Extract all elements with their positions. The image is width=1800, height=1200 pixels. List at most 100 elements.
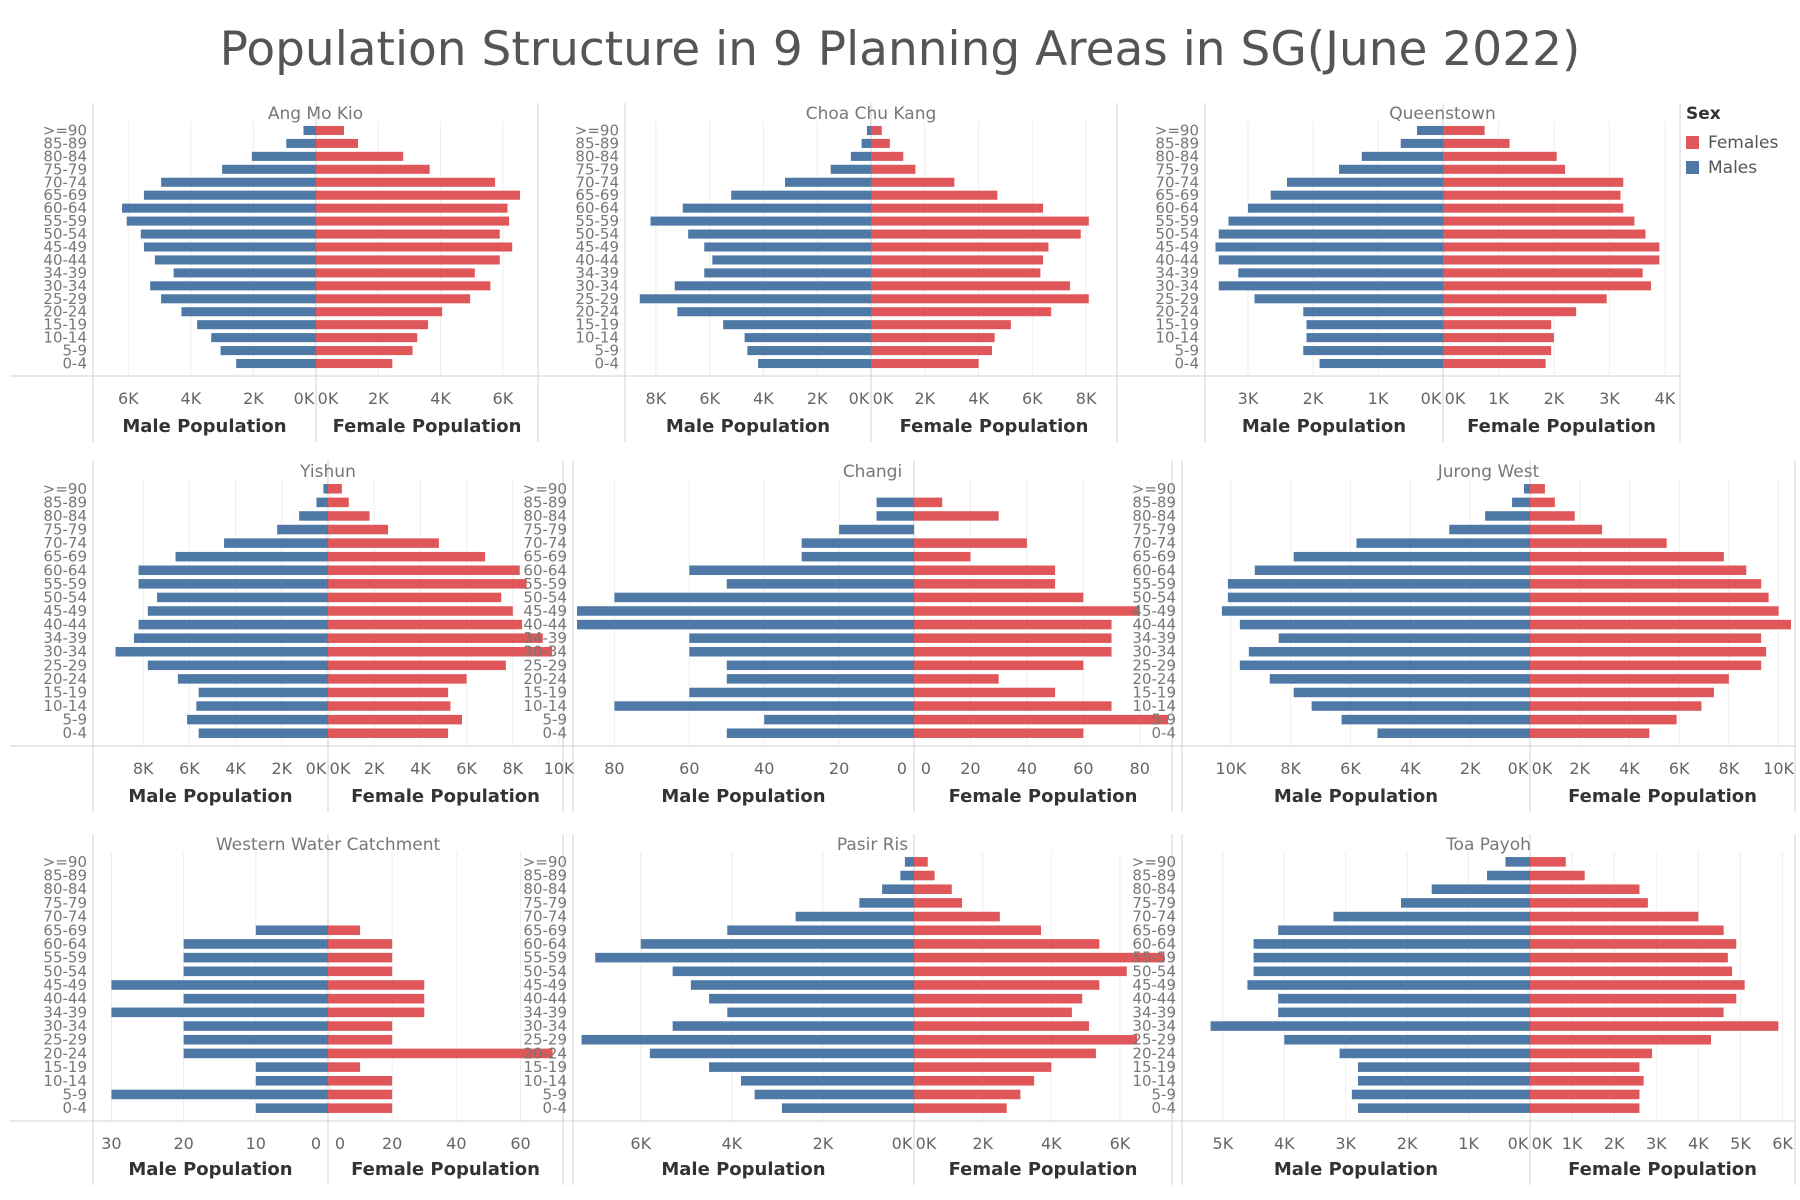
bar-female-70-74 [871, 177, 955, 187]
bar-female-90 [1530, 484, 1545, 494]
bar-female-90 [316, 125, 345, 136]
category-label: 20-24 [523, 670, 567, 688]
bar-female-45-49 [1443, 242, 1660, 252]
category-label: 50-54 [43, 588, 87, 606]
bar-male-0-4 [781, 1103, 914, 1113]
legend-item-males[interactable]: Males [1686, 155, 1778, 180]
bar-male-25-29 [147, 660, 328, 671]
category-label: 40-44 [1132, 616, 1176, 634]
category-label: 70-74 [43, 908, 87, 926]
bar-female-34-39 [328, 1007, 425, 1018]
page-title: Population Structure in 9 Planning Areas… [219, 22, 1581, 77]
category-label: 15-19 [1132, 683, 1176, 701]
bar-female-5-9 [328, 1089, 393, 1100]
category-label: >=90 [43, 853, 87, 871]
x-tick-label-female: 0K [1445, 389, 1466, 408]
bar-male-15-19 [1293, 687, 1530, 698]
bar-female-85-89 [328, 497, 349, 508]
bar-male-0-4 [236, 358, 316, 369]
x-tick-label-female: 2K [368, 389, 389, 408]
x-tick-label-female: 3K [1599, 389, 1620, 408]
category-label: 30-34 [1132, 1017, 1176, 1035]
x-axis-title-male: Male Population [1274, 786, 1438, 807]
bar-male-60-64 [1253, 939, 1530, 949]
category-label: 25-29 [43, 656, 87, 674]
bar-male-34-39 [133, 633, 328, 643]
bar-male-0-4 [1377, 728, 1530, 738]
category-label: 85-89 [1132, 867, 1176, 885]
bar-male-85-89 [900, 870, 914, 881]
x-tick-label-male: 3K [1335, 1134, 1356, 1153]
bar-female-70-74 [1530, 911, 1699, 922]
bar-female-55-59 [1443, 216, 1635, 226]
bar-male-85-89 [876, 497, 914, 508]
bar-female-40-44 [328, 993, 425, 1004]
bar-male-80-84 [882, 884, 914, 894]
category-label: 30-34 [523, 1017, 567, 1035]
bar-female-5-9 [1530, 714, 1677, 725]
category-label: 65-69 [575, 186, 619, 204]
x-tick-label-male: 0K [1421, 389, 1442, 408]
category-label: 30-34 [43, 1017, 87, 1035]
bar-female-85-89 [914, 870, 935, 881]
x-tick-label-male: 4K [1274, 1134, 1295, 1153]
category-label: 45-49 [575, 238, 619, 256]
x-axis-title-male: Male Population [1274, 1159, 1438, 1180]
bar-male-50-54 [183, 966, 328, 977]
category-label: 20-24 [1132, 670, 1176, 688]
x-tick-label-male: 0K [1508, 759, 1529, 778]
bar-female-30-34 [1530, 646, 1767, 657]
legend-item-females[interactable]: Females [1686, 130, 1778, 155]
category-label: 85-89 [43, 867, 87, 885]
bar-female-40-44 [316, 255, 500, 265]
bar-male-20-24 [1269, 674, 1530, 684]
category-label: 25-29 [43, 290, 87, 308]
category-label: 15-19 [523, 683, 567, 701]
category-label: 65-69 [43, 186, 87, 204]
bar-female-15-19 [914, 1062, 1052, 1072]
category-label: 34-39 [43, 264, 87, 282]
bar-male-5-9 [111, 1089, 328, 1100]
x-tick-label-male: 5K [1213, 1134, 1234, 1153]
bar-male-30-34 [672, 1021, 914, 1031]
category-label: 15-19 [1155, 316, 1199, 334]
legend-swatch-males [1686, 161, 1699, 174]
x-tick-label-male: 4K [753, 389, 774, 408]
category-label: 10-14 [523, 1072, 567, 1090]
category-label: 85-89 [575, 134, 619, 152]
bar-male-5-9 [187, 714, 328, 725]
x-tick-label-female: 6K [493, 389, 514, 408]
category-label: 5-9 [63, 1085, 88, 1103]
bar-male-40-44 [138, 619, 328, 630]
x-tick-label-female: 2K [1604, 1134, 1625, 1153]
bar-female-0-4 [328, 1103, 393, 1113]
category-label: 65-69 [1132, 921, 1176, 939]
bar-female-30-34 [914, 646, 1112, 657]
legend: Sex Females Males [1686, 104, 1778, 180]
bar-male-90 [1417, 125, 1443, 136]
bar-female-5-9 [914, 714, 1168, 725]
bar-male-65-69 [175, 551, 328, 562]
category-label: 34-39 [1132, 629, 1176, 647]
category-label: 40-44 [1155, 251, 1199, 269]
bar-male-65-69 [143, 190, 316, 200]
bar-female-10-14 [1443, 333, 1554, 343]
bar-female-65-69 [1530, 551, 1724, 562]
category-label: 70-74 [1132, 908, 1176, 926]
category-label: 15-19 [1132, 1058, 1176, 1076]
category-label: 85-89 [523, 867, 567, 885]
category-label: 5-9 [595, 342, 620, 360]
x-tick-label-male: 8K [1280, 759, 1301, 778]
bar-female-25-29 [914, 1034, 1138, 1045]
x-axis-title-male: Male Population [666, 416, 830, 437]
bar-male-60-64 [689, 565, 914, 576]
x-tick-label-male: 60 [679, 759, 699, 778]
bar-female-5-9 [1443, 346, 1552, 356]
bar-male-80-84 [850, 151, 871, 161]
category-label: 65-69 [1132, 548, 1176, 566]
bar-male-5-9 [1303, 346, 1443, 356]
bar-female-34-39 [1530, 1007, 1724, 1018]
bar-female-55-59 [1530, 952, 1728, 963]
category-label: 70-74 [523, 908, 567, 926]
